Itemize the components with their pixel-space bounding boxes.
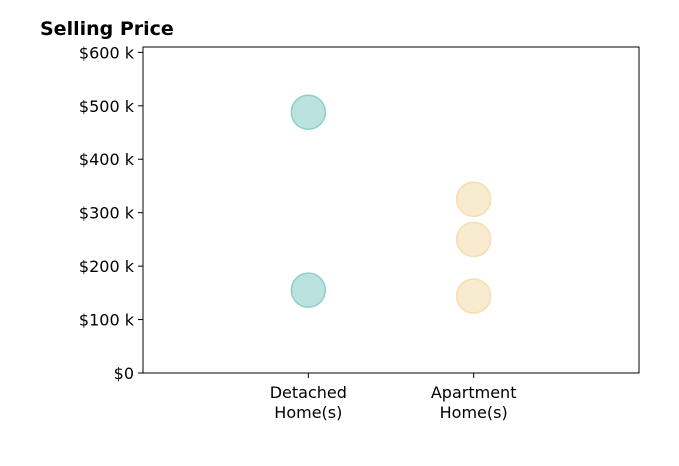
point: [290, 272, 327, 308]
point: [455, 278, 492, 314]
point: [455, 221, 492, 258]
x-tick-label: Home(s): [274, 403, 342, 422]
y-tick-label: $500 k: [79, 97, 135, 116]
y-tick-label: $400 k: [79, 150, 135, 169]
x-tick-label: Home(s): [440, 403, 508, 422]
chart-title: Selling Price: [40, 18, 174, 40]
y-tick-label: $200 k: [79, 257, 135, 276]
point: [290, 94, 327, 130]
point: [455, 181, 492, 218]
x-tick-label: Detached: [270, 383, 347, 402]
y-tick-label: $600 k: [79, 43, 135, 62]
x-tick-label: Apartment: [431, 383, 517, 402]
plot-frame: [142, 46, 640, 374]
y-tick-label: $300 k: [79, 204, 135, 223]
y-tick-label: $0: [114, 364, 134, 383]
y-tick-label: $100 k: [79, 311, 135, 330]
